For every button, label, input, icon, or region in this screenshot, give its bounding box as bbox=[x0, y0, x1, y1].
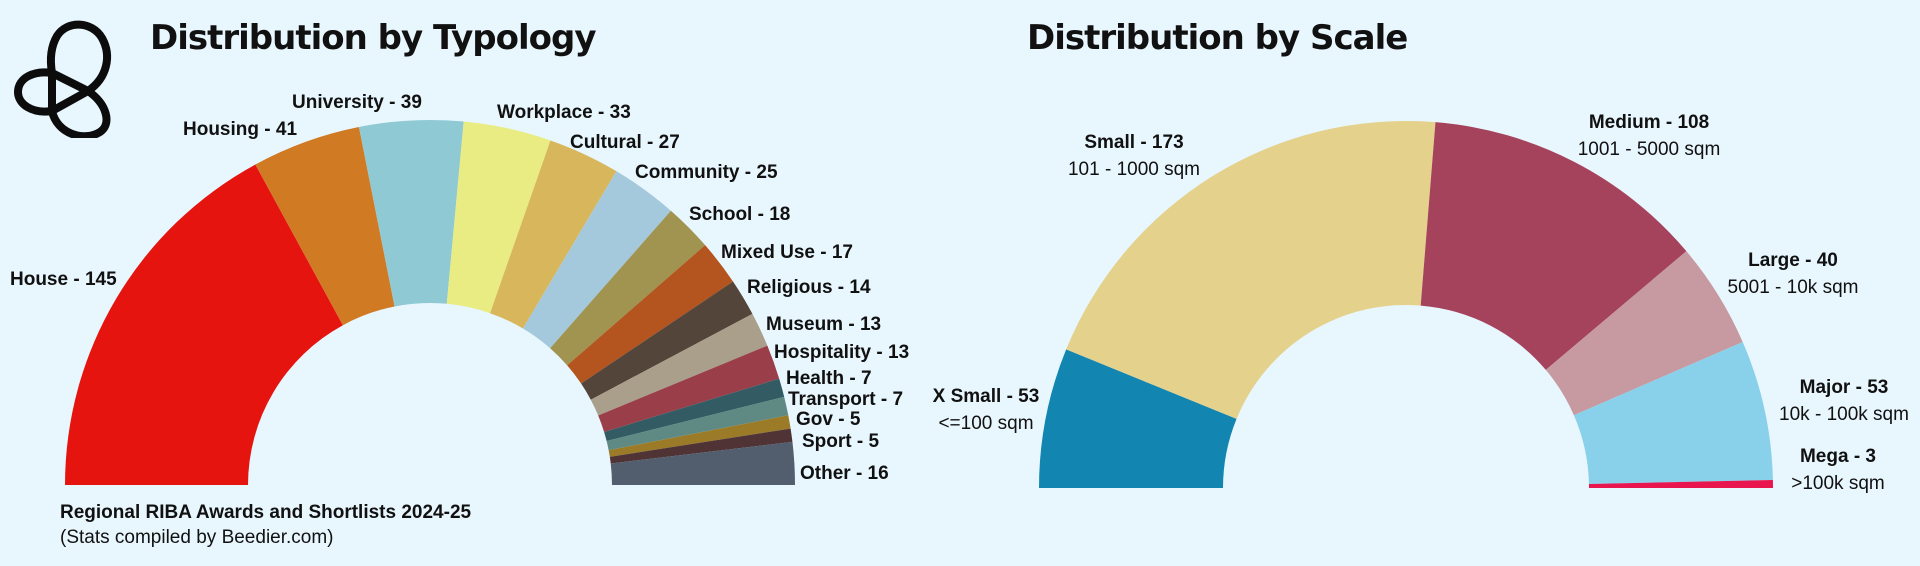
label-mixed-use: Mixed Use - 17 bbox=[721, 242, 853, 263]
typology-chart-title: Distribution by Typology bbox=[150, 18, 597, 58]
slice-school bbox=[550, 210, 706, 366]
slice-medium bbox=[1420, 122, 1687, 370]
label-medium: Medium - 108 bbox=[1589, 112, 1709, 133]
sublabel-x-small: <=100 sqm bbox=[938, 413, 1033, 434]
label-gov: Gov - 5 bbox=[796, 409, 861, 430]
label-university: University - 39 bbox=[292, 92, 422, 113]
footer-title: Regional RIBA Awards and Shortlists 2024… bbox=[60, 502, 472, 523]
sublabel-major: 10k - 100k sqm bbox=[1779, 404, 1909, 425]
slice-x-small bbox=[1039, 349, 1237, 488]
label-housing: Housing - 41 bbox=[183, 119, 297, 140]
slice-house bbox=[65, 164, 343, 485]
slice-gov bbox=[608, 415, 791, 457]
scale-half-donut-chart: X Small - 53 <=100 sqm Small - 173 101 - 10… bbox=[933, 112, 1909, 494]
beedier-logo-icon bbox=[14, 20, 112, 138]
label-community: Community - 25 bbox=[635, 162, 778, 183]
label-workplace: Workplace - 33 bbox=[497, 102, 631, 123]
slice-workplace bbox=[446, 121, 551, 314]
label-health: Health - 7 bbox=[786, 368, 872, 389]
label-house: House - 145 bbox=[10, 269, 117, 290]
label-large: Large - 40 bbox=[1748, 250, 1838, 271]
slice-religious bbox=[581, 281, 753, 400]
sublabel-mega: >100k sqm bbox=[1791, 473, 1884, 494]
sublabel-large: 5001 - 10k sqm bbox=[1728, 277, 1859, 298]
sublabel-medium: 1001 - 5000 sqm bbox=[1578, 139, 1721, 160]
slice-sport bbox=[609, 428, 793, 464]
label-other: Other - 16 bbox=[800, 463, 889, 484]
slice-hospitality bbox=[598, 345, 780, 432]
label-school: School - 18 bbox=[689, 204, 790, 225]
slice-mega bbox=[1588, 479, 1773, 488]
typology-half-donut-chart: House - 145 Housing - 41 University - 39 Wo… bbox=[10, 92, 909, 485]
scale-chart-title: Distribution by Scale bbox=[1027, 18, 1408, 58]
footer-caption: Regional RIBA Awards and Shortlists 2024… bbox=[60, 500, 471, 550]
slice-transport bbox=[606, 396, 789, 451]
label-small: Small - 173 bbox=[1084, 132, 1183, 153]
label-hospitality: Hospitality - 13 bbox=[774, 342, 909, 363]
slice-mixed-use bbox=[567, 245, 734, 384]
label-museum: Museum - 13 bbox=[766, 314, 881, 335]
slice-cultural bbox=[490, 140, 617, 329]
label-major: Major - 53 bbox=[1800, 377, 1889, 398]
label-x-small: X Small - 53 bbox=[933, 386, 1040, 407]
sublabel-small: 101 - 1000 sqm bbox=[1068, 159, 1200, 180]
slice-major bbox=[1573, 342, 1773, 484]
slice-large bbox=[1545, 251, 1743, 416]
slice-small bbox=[1066, 121, 1436, 419]
slice-health bbox=[604, 378, 785, 442]
footer-credit: (Stats compiled by Beedier.com) bbox=[60, 527, 334, 548]
slice-housing bbox=[255, 126, 395, 326]
label-religious: Religious - 14 bbox=[747, 277, 871, 298]
slice-other bbox=[610, 441, 795, 485]
slice-museum bbox=[590, 313, 768, 416]
slice-community bbox=[522, 171, 671, 349]
label-mega: Mega - 3 bbox=[1800, 446, 1876, 467]
slice-university bbox=[358, 119, 464, 307]
label-transport: Transport - 7 bbox=[788, 389, 903, 410]
label-sport: Sport - 5 bbox=[802, 431, 879, 452]
label-cultural: Cultural - 27 bbox=[570, 132, 680, 153]
